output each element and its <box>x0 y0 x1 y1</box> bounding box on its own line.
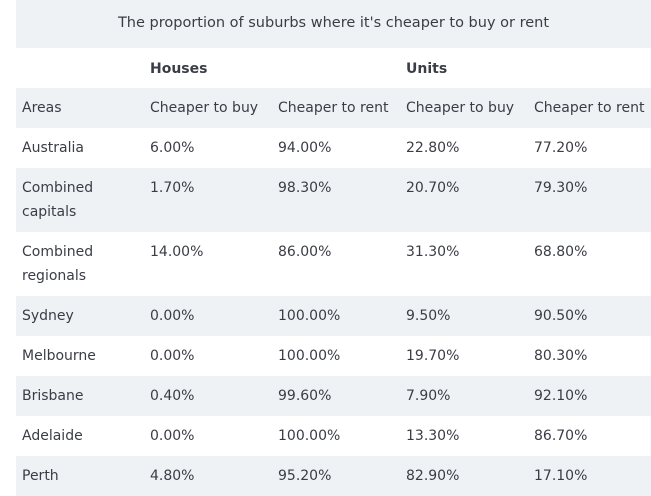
cell-area-line: Perth <box>22 468 59 484</box>
cell-area: Adelaide <box>22 424 142 448</box>
cell-units-buy: 9.50% <box>406 308 451 324</box>
cell-houses-rent: 100.00% <box>278 348 341 364</box>
cell-houses-buy: 0.00% <box>150 348 195 364</box>
cell-houses-rent: 98.30% <box>278 180 332 196</box>
cell-houses-buy: 0.40% <box>150 388 195 404</box>
cell-houses-buy: 14.00% <box>150 244 204 260</box>
cell-houses-buy: 0.00% <box>150 428 195 444</box>
cell-units-rent: 86.70% <box>534 428 588 444</box>
cell-area: Combined regionals <box>22 240 142 288</box>
column-header-houses-rent: Cheaper to rent <box>278 100 389 116</box>
cell-houses-rent: 95.20% <box>278 468 332 484</box>
cell-area-line: Brisbane <box>22 388 84 404</box>
cell-units-buy: 82.90% <box>406 468 460 484</box>
table-caption: The proportion of suburbs where it's che… <box>117 15 550 31</box>
cell-area-line: Combined <box>22 244 94 260</box>
cell-area-line: Australia <box>22 140 84 156</box>
cell-units-buy: 19.70% <box>406 348 460 364</box>
table-row: Adelaide 0.00% 100.00% 13.30% 86.70% <box>16 416 651 456</box>
table-row: Australia 6.00% 94.00% 22.80% 77.20% <box>16 128 651 168</box>
cell-area-line: regionals <box>22 268 87 284</box>
cell-units-rent: 80.30% <box>534 348 588 364</box>
cell-units-buy: 7.90% <box>406 388 451 404</box>
table-row: Brisbane 0.40% 99.60% 7.90% 92.10% <box>16 376 651 416</box>
cell-units-buy: 31.30% <box>406 244 460 260</box>
cell-units-rent: 77.20% <box>534 140 588 156</box>
cell-houses-buy: 4.80% <box>150 468 195 484</box>
table-row: Combined regionals 14.00% 86.00% 31.30% 68.80… <box>16 232 651 296</box>
cell-units-rent: 17.10% <box>534 468 588 484</box>
cell-houses-rent: 100.00% <box>278 428 341 444</box>
cell-houses-buy: 1.70% <box>150 180 195 196</box>
cell-houses-rent: 100.00% <box>278 308 341 324</box>
cell-area-line: Melbourne <box>22 348 96 364</box>
table-row: Combined capitals 1.70% 98.30% 20.70% 79.30% <box>16 168 651 232</box>
cell-units-buy: 13.30% <box>406 428 460 444</box>
group-header-houses: Houses <box>150 61 208 77</box>
group-header-units: Units <box>406 61 448 77</box>
cell-area-line: Sydney <box>22 308 74 324</box>
cell-houses-rent: 94.00% <box>278 140 332 156</box>
cell-area: Sydney <box>22 304 142 328</box>
column-header-areas: Areas <box>22 100 62 116</box>
table-row: Melbourne 0.00% 100.00% 19.70% 80.30% <box>16 336 651 376</box>
cell-area: Perth <box>22 464 142 488</box>
data-table: The proportion of suburbs where it's che… <box>16 0 651 496</box>
cell-area: Combined capitals <box>22 176 142 224</box>
cell-units-rent: 79.30% <box>534 180 588 196</box>
cell-units-buy: 20.70% <box>406 180 460 196</box>
cell-area: Australia <box>22 136 142 160</box>
cell-units-rent: 90.50% <box>534 308 588 324</box>
cell-houses-rent: 99.60% <box>278 388 332 404</box>
cell-area-line: Adelaide <box>22 428 83 444</box>
column-header-units-buy: Cheaper to buy <box>406 100 515 116</box>
cell-houses-buy: 0.00% <box>150 308 195 324</box>
cell-area-line: capitals <box>22 204 77 220</box>
table-caption-row: The proportion of suburbs where it's che… <box>16 0 651 48</box>
cell-area: Melbourne <box>22 344 142 368</box>
table-body: Australia 6.00% 94.00% 22.80% 77.20% Combined… <box>16 128 651 496</box>
table-row: Sydney 0.00% 100.00% 9.50% 90.50% <box>16 296 651 336</box>
cell-houses-rent: 86.00% <box>278 244 332 260</box>
column-header-units-rent: Cheaper to rent <box>534 100 645 116</box>
cell-area-line: Combined <box>22 180 94 196</box>
column-header-row: Areas Cheaper to buy Cheaper to rent Che… <box>16 88 651 128</box>
cell-area: Brisbane <box>22 384 142 408</box>
cell-units-rent: 68.80% <box>534 244 588 260</box>
cell-units-rent: 92.10% <box>534 388 588 404</box>
cell-houses-buy: 6.00% <box>150 140 195 156</box>
cell-units-buy: 22.80% <box>406 140 460 156</box>
table-row: Perth 4.80% 95.20% 82.90% 17.10% <box>16 456 651 496</box>
group-header-row: Houses Units <box>16 48 651 88</box>
column-header-houses-buy: Cheaper to buy <box>150 100 259 116</box>
